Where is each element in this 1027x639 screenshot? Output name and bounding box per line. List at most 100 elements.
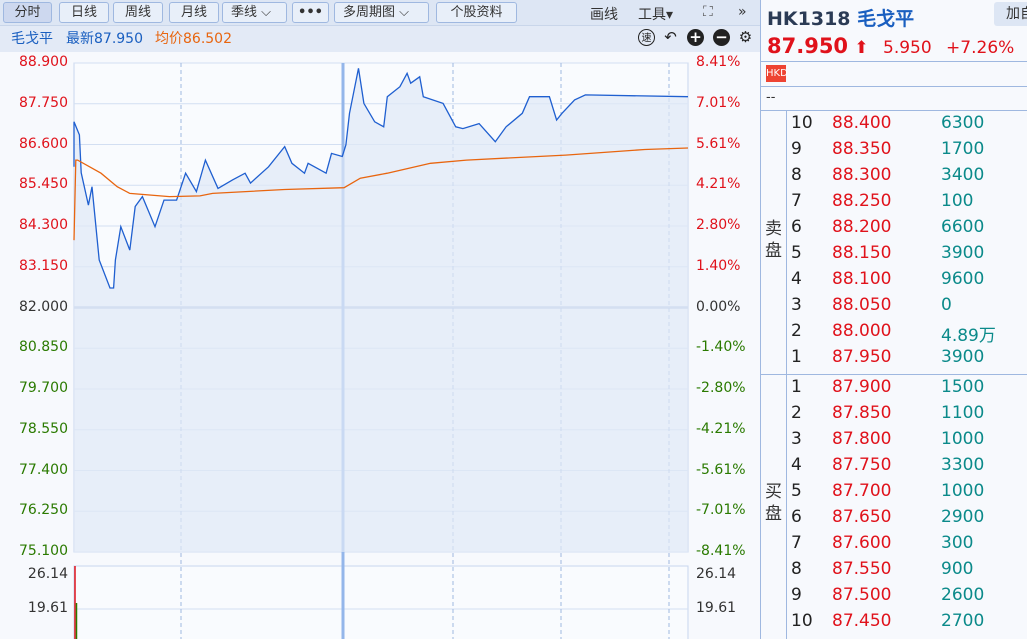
- order-volume: 900: [941, 559, 974, 579]
- percent-change: +7.26%: [946, 38, 1015, 58]
- order-price: 88.250: [832, 191, 892, 211]
- stock-title: HK1318 毛戈平: [767, 4, 914, 31]
- multi-period-dropdown[interactable]: 多周期图 ⌵: [334, 2, 429, 23]
- undo-icon[interactable]: ↶: [664, 28, 677, 46]
- ask-row[interactable]: 4 88.100 9600: [791, 269, 1027, 295]
- percent-tick-label: 1.40%: [696, 257, 741, 274]
- order-price: 88.350: [832, 139, 892, 159]
- bid-row[interactable]: 1 87.900 1500: [791, 377, 1027, 403]
- stock-name-label: 毛戈平: [11, 31, 53, 47]
- tab-intraday[interactable]: 分时: [3, 2, 52, 23]
- bid-row[interactable]: 2 87.850 1100: [791, 403, 1027, 429]
- quote-panel: HK1318 毛戈平 加自 87.950 ⬆ 5.950 +7.26% HKD …: [760, 0, 1027, 639]
- order-volume: 6600: [941, 217, 985, 237]
- order-level: 7: [791, 191, 802, 211]
- bid-row[interactable]: 4 87.750 3300: [791, 455, 1027, 481]
- latest-price-label: 最新87.950: [66, 31, 143, 47]
- ask-row[interactable]: 5 88.150 3900: [791, 243, 1027, 269]
- order-price: 87.650: [832, 507, 892, 527]
- percent-tick-label: -2.80%: [696, 380, 746, 396]
- order-level: 5: [791, 481, 802, 501]
- order-price: 88.050: [832, 295, 892, 315]
- speed-icon[interactable]: 速: [638, 29, 655, 46]
- ask-row[interactable]: 1 87.950 3900: [791, 347, 1027, 373]
- order-level: 6: [791, 507, 802, 527]
- expand-icon[interactable]: ⛶: [703, 4, 713, 20]
- bid-row[interactable]: 5 87.700 1000: [791, 481, 1027, 507]
- order-level: 8: [791, 165, 802, 185]
- bid-row[interactable]: 10 87.450 2700: [791, 611, 1027, 637]
- zoom-out-icon[interactable]: −: [713, 29, 730, 46]
- more-button[interactable]: •••: [292, 2, 329, 23]
- order-volume: 1000: [941, 429, 985, 449]
- volume-tick-label: 19.61: [27, 600, 68, 616]
- draw-line-button[interactable]: 画线: [590, 7, 618, 23]
- collapse-panel-icon[interactable]: »: [738, 4, 747, 20]
- quote-line: 87.950 ⬆ 5.950 +7.26%: [767, 34, 1014, 58]
- order-volume: 3900: [941, 243, 985, 263]
- stock-code: HK1318: [767, 8, 851, 30]
- bid-row[interactable]: 7 87.600 300: [791, 533, 1027, 559]
- order-volume: 3900: [941, 347, 985, 367]
- tab-daily[interactable]: 日线: [59, 2, 109, 23]
- zoom-in-icon[interactable]: +: [687, 29, 704, 46]
- currency-badge: HKD: [766, 65, 788, 82]
- tab-monthly[interactable]: 月线: [169, 2, 219, 23]
- order-volume: 0: [941, 295, 952, 315]
- ask-row[interactable]: 7 88.250 100: [791, 191, 1027, 217]
- bid-row[interactable]: 9 87.500 2600: [791, 585, 1027, 611]
- order-volume: 300: [941, 533, 974, 553]
- order-level: 6: [791, 217, 802, 237]
- order-price: 87.950: [832, 347, 892, 367]
- order-price: 88.200: [832, 217, 892, 237]
- ask-row[interactable]: 3 88.050 0: [791, 295, 1027, 321]
- order-price: 88.000: [832, 321, 892, 341]
- tab-weekly[interactable]: 周线: [113, 2, 163, 23]
- order-volume: 1100: [941, 403, 985, 423]
- ask-row[interactable]: 9 88.350 1700: [791, 139, 1027, 165]
- percent-tick-label: 5.61%: [696, 135, 741, 152]
- price-tick-label: 87.750: [19, 94, 68, 111]
- percent-tick-label: -1.40%: [696, 339, 746, 356]
- chart-info-bar: 毛戈平 最新87.950 均价86.502: [0, 26, 760, 52]
- order-level: 8: [791, 559, 802, 579]
- buy-label-2: 盘: [765, 504, 782, 524]
- percent-tick-label: 0.00%: [696, 298, 741, 315]
- order-price: 87.550: [832, 559, 892, 579]
- order-volume: 1000: [941, 481, 985, 501]
- order-price: 88.300: [832, 165, 892, 185]
- add-watchlist-button[interactable]: 加自: [994, 2, 1027, 26]
- bid-row[interactable]: 3 87.800 1000: [791, 429, 1027, 455]
- order-level: 3: [791, 295, 802, 315]
- avg-price-line: [73, 147, 689, 241]
- percent-tick-label: -4.21%: [696, 420, 746, 437]
- order-volume: 2900: [941, 507, 985, 527]
- price-line: [73, 68, 689, 289]
- ask-row[interactable]: 6 88.200 6600: [791, 217, 1027, 243]
- stock-profile-button[interactable]: 个股资料: [436, 2, 517, 23]
- price-tick-label: 86.600: [19, 135, 68, 152]
- up-arrow-icon: ⬆: [854, 38, 869, 58]
- intraday-chart[interactable]: [0, 0, 760, 639]
- price-tick-label: 77.400: [19, 461, 68, 478]
- order-volume: 100: [941, 191, 974, 211]
- ask-row[interactable]: 10 88.400 6300: [791, 113, 1027, 139]
- avg-price-label: 均价86.502: [155, 31, 232, 47]
- chevron-down-icon: ⌵: [399, 5, 410, 20]
- tools-dropdown[interactable]: 工具▾: [638, 7, 674, 23]
- stock-name: 毛戈平: [857, 8, 915, 30]
- percent-tick-label: -8.41%: [696, 543, 746, 559]
- order-price: 87.450: [832, 611, 892, 631]
- ask-row[interactable]: 8 88.300 3400: [791, 165, 1027, 191]
- order-price: 87.500: [832, 585, 892, 605]
- gear-icon[interactable]: ⚙: [738, 28, 753, 46]
- tab-quarterly[interactable]: 季线 ⌵: [222, 2, 287, 23]
- bid-row[interactable]: 8 87.550 900: [791, 559, 1027, 585]
- price-change: 5.950: [883, 38, 932, 58]
- bid-row[interactable]: 6 87.650 2900: [791, 507, 1027, 533]
- order-level: 3: [791, 429, 802, 449]
- last-price: 87.950: [767, 34, 849, 58]
- order-price: 87.850: [832, 403, 892, 423]
- order-level: 4: [791, 269, 802, 289]
- ask-row[interactable]: 2 88.000 4.89万: [791, 321, 1027, 347]
